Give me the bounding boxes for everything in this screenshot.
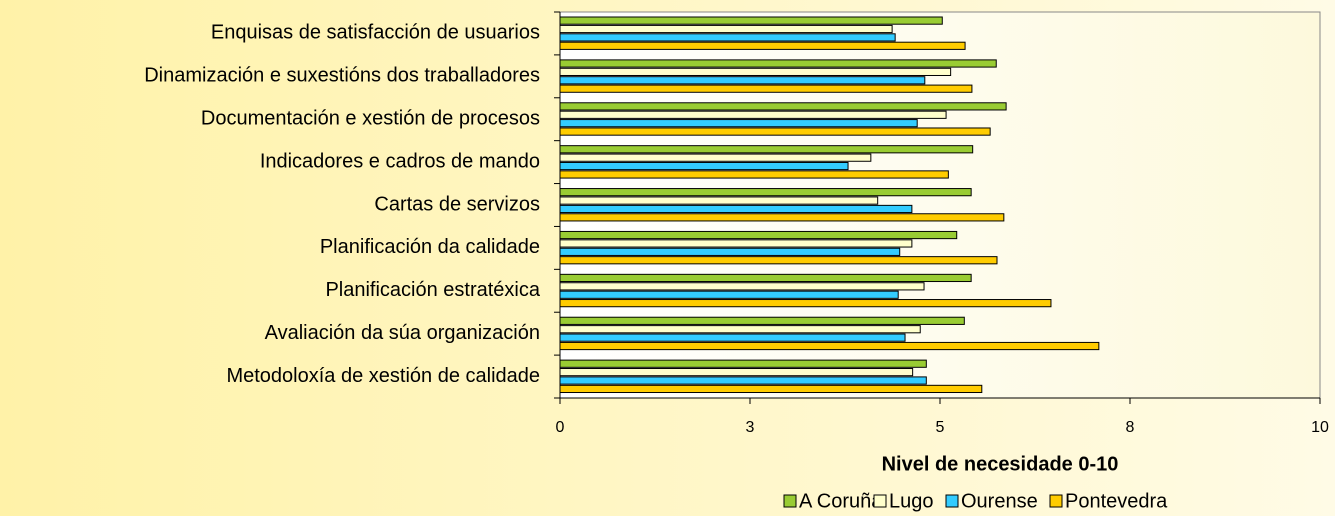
bar [559,299,1052,308]
y-tick-label: Documentación e xestión de procesos [201,108,540,130]
x-axis-title: Nivel de necesidade 0-10 [882,453,1119,475]
legend-swatch [1049,494,1063,508]
bar [559,230,958,240]
bar [559,384,983,394]
y-tick-label: Dinamización e suxestións dos traballado… [144,65,540,87]
y-tick-label: Enquisas de satisfacción de usuarios [211,22,540,44]
y-tick-label: Metodoloxía de xestión de calidade [226,365,540,387]
bar [559,196,879,205]
bar [559,282,925,291]
y-tick-label: Planificación da calidade [320,236,540,258]
legend-swatch [783,494,797,508]
x-tick-label: 5 [936,419,945,436]
bar [559,213,1005,222]
bar [559,188,972,197]
bar [559,170,949,179]
bar [559,333,906,342]
bar [559,153,872,162]
bar [559,145,974,154]
bar [559,204,913,214]
bar [559,16,943,25]
legend-label: A Coruña [799,490,883,512]
bar [559,239,913,248]
bar [559,110,947,119]
y-tick-label: Cartas de servizos [374,193,540,215]
bar [559,376,927,385]
bar [559,316,965,325]
bar [559,325,921,334]
bar [559,84,973,93]
legend-swatch [873,494,887,508]
bar [559,273,972,283]
legend-swatch [945,494,959,508]
bar [559,67,952,76]
y-tick-label: Indicadores e cadros de mando [260,150,540,172]
bar [559,127,991,136]
bar [559,161,849,171]
x-tick-label: 3 [746,419,755,436]
y-tick-label: Planificación estratéxica [325,279,540,301]
y-tick-label: Avaliación da súa organización [265,322,540,344]
bar [559,59,997,68]
bar [559,256,998,265]
x-tick-label: 8 [1126,419,1135,436]
bar [559,119,918,128]
bar [559,33,896,42]
bar [559,41,966,50]
legend-label: Ourense [961,490,1038,512]
bar [559,341,1100,351]
x-tick-label: 0 [556,419,565,436]
bar [559,247,901,256]
x-tick-label: 10 [1311,419,1329,436]
bar [559,102,1007,111]
bar [559,76,926,85]
bar [559,290,899,299]
legend-label: Lugo [889,490,934,512]
legend-label: Pontevedra [1065,490,1168,512]
bar [559,368,914,377]
bar [559,24,893,34]
bar [559,359,927,368]
